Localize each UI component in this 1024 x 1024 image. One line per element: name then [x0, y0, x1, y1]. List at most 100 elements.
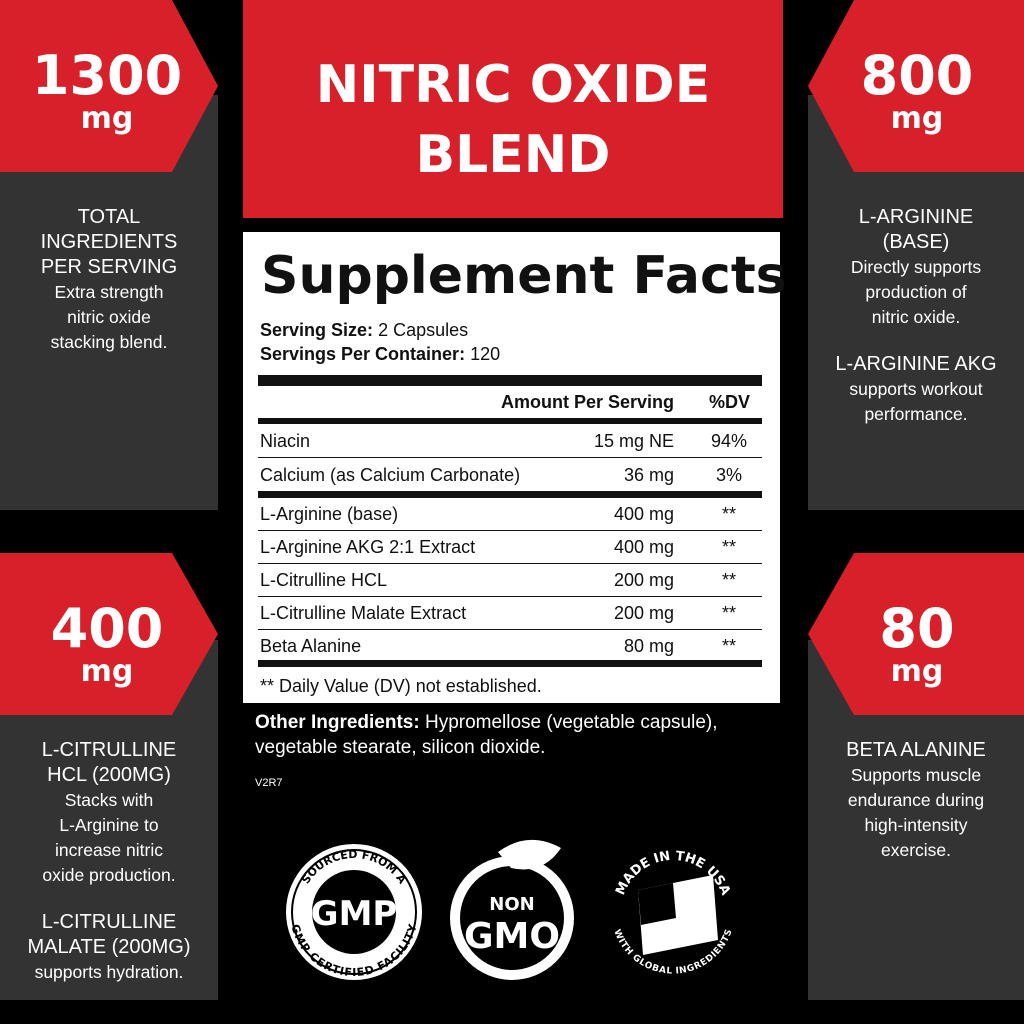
- panel-body: production of: [865, 282, 967, 302]
- text: Hypromellose (vegetable capsule), vegeta…: [255, 712, 718, 758]
- ring: [291, 849, 417, 975]
- flag-canton: [638, 883, 676, 925]
- badge: [0, 553, 218, 715]
- label: Other Ingredients:: [255, 712, 420, 733]
- panel-heading: L-CITRULLINE: [41, 739, 177, 761]
- ingredient: Niacin: [260, 431, 311, 451]
- panel-text: L-ARGININE (BASE) Directly supports product…: [808, 205, 1024, 427]
- panel-body: nitric oxide.: [871, 307, 961, 327]
- leaf: [498, 839, 561, 870]
- amount: 200 mg: [613, 570, 674, 590]
- badge: [808, 553, 1024, 715]
- panel-body: high-intensity: [864, 815, 968, 835]
- amount: 200 mg: [613, 603, 674, 623]
- spacer: [808, 330, 1024, 352]
- version-code: V2R7: [255, 777, 283, 789]
- panel-heading: TOTAL: [77, 206, 141, 228]
- badge-number: 400: [50, 597, 164, 660]
- panel-body: nitric oxide: [67, 307, 151, 327]
- amount: 80 mg: [623, 636, 674, 656]
- value: 120: [470, 344, 501, 364]
- header-bg: [243, 0, 783, 218]
- ingredient: Calcium (as Calcium Carbonate): [260, 465, 521, 485]
- dv: 94%: [710, 431, 748, 451]
- panel-heading: PER SERVING: [40, 256, 178, 278]
- ingredient: L-Citrulline Malate Extract: [260, 603, 467, 623]
- panel-body: Stacks with: [64, 790, 154, 810]
- label: Servings Per Container:: [260, 344, 466, 364]
- servings: Servings Per Container: 120: [260, 344, 500, 365]
- panel-body: stacking blend.: [50, 332, 168, 352]
- panel-text: BETA ALANINE Supports muscle endurance dur…: [808, 738, 1024, 863]
- panel-body: L-Arginine to: [59, 815, 159, 835]
- rule: [258, 596, 762, 597]
- ingredient: L-Arginine AKG 2:1 Extract: [260, 537, 476, 557]
- amount: 400 mg: [613, 504, 674, 524]
- col-header: Amount Per Serving: [500, 392, 674, 412]
- footnote: ** Daily Value (DV) not established.: [260, 676, 542, 696]
- rule: [258, 563, 762, 564]
- rule: [258, 457, 762, 458]
- ring: [460, 866, 564, 970]
- title-line: BLEND: [415, 125, 611, 185]
- rule: [258, 660, 762, 667]
- panel-heading: L-ARGININE AKG: [835, 353, 997, 375]
- badge-unit: mg: [80, 101, 134, 136]
- panel-heading: HCL (200MG): [47, 764, 171, 786]
- title-line: NITRIC OXIDE: [315, 55, 711, 115]
- panel-heading: (BASE): [882, 231, 950, 253]
- seal-center: GMP: [311, 894, 398, 934]
- ingredient: L-Citrulline HCL: [260, 570, 388, 590]
- rule: [258, 530, 762, 531]
- facts-title: Supplement Facts: [261, 246, 787, 306]
- amount: 400 mg: [613, 537, 674, 557]
- panel-body: Directly supports: [850, 257, 982, 277]
- rule: [258, 375, 762, 386]
- dv: **: [721, 603, 736, 623]
- col-header: %DV: [709, 392, 751, 412]
- panel-heading: MALATE (200MG): [27, 936, 191, 958]
- label: Serving Size:: [260, 320, 374, 340]
- panel-body: performance.: [864, 404, 968, 424]
- panel-body: Supports muscle: [850, 765, 982, 785]
- supplement-facts: Supplement Facts Serving Size: 2 Capsules…: [243, 232, 787, 703]
- seal-text: GMO: [464, 916, 560, 957]
- panel-body: oxide production.: [42, 865, 176, 885]
- panel-body: increase nitric: [55, 840, 163, 860]
- panel-heading: L-ARGININE: [858, 206, 974, 228]
- badge-number: 80: [879, 597, 955, 660]
- dv: **: [721, 504, 736, 524]
- dv: **: [721, 570, 736, 590]
- panel-body: exercise.: [880, 840, 952, 860]
- seal-text: NON: [489, 894, 534, 915]
- badge-unit: mg: [890, 101, 944, 136]
- badge: [808, 0, 1024, 172]
- value: 2 Capsules: [378, 320, 469, 340]
- panel-body: Extra strength: [54, 282, 164, 302]
- amount: 36 mg: [623, 465, 674, 485]
- badge-unit: mg: [80, 654, 134, 689]
- panel-text: TOTAL INGREDIENTS PER SERVING Extra strengt…: [1, 205, 217, 355]
- panel-heading: L-CITRULLINE: [41, 911, 177, 933]
- badge-number: 800: [860, 44, 974, 107]
- badges: SOURCED FROM A GMP CERTIFIED FACILITY GM…: [286, 839, 743, 982]
- badge-unit: mg: [890, 654, 944, 689]
- panel-heading: INGREDIENTS: [40, 231, 178, 253]
- dv: **: [721, 537, 736, 557]
- header-title: NITRIC OXIDE BLEND: [243, 50, 783, 190]
- ring: [312, 870, 396, 954]
- rule: [258, 491, 762, 498]
- rule: [258, 629, 762, 630]
- panel-body: supports hydration.: [34, 962, 184, 982]
- panel-body: endurance during: [847, 790, 985, 810]
- badge: [0, 0, 218, 172]
- panel-heading: BETA ALANINE: [846, 739, 986, 761]
- serving-size: Serving Size: 2 Capsules: [260, 320, 468, 341]
- amount: 15 mg NE: [593, 431, 674, 451]
- spacer: [1, 888, 217, 910]
- panel-text: L-CITRULLINE HCL (200MG) Stacks with L-Argi…: [1, 738, 217, 985]
- badge-number: 1300: [31, 44, 183, 107]
- dv: **: [721, 636, 736, 656]
